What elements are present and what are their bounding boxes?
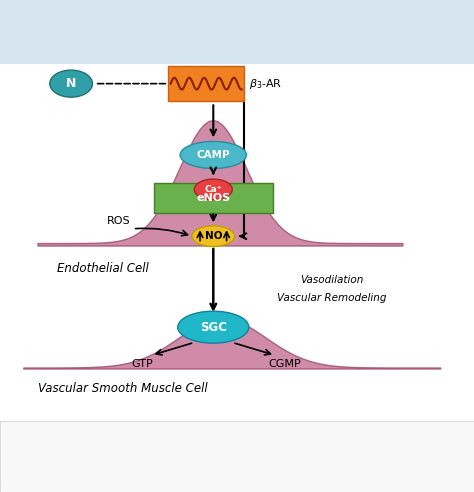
Text: CAMP: CAMP (197, 150, 230, 160)
Text: Vascular Smooth Muscle Cell: Vascular Smooth Muscle Cell (38, 382, 208, 395)
Ellipse shape (194, 179, 232, 200)
Text: NO: NO (205, 231, 222, 241)
Ellipse shape (192, 226, 235, 246)
FancyBboxPatch shape (154, 183, 273, 213)
Text: Endothelial Cell: Endothelial Cell (9, 48, 96, 58)
Text: Ca⁺: Ca⁺ (205, 185, 222, 194)
FancyBboxPatch shape (168, 66, 244, 101)
Ellipse shape (180, 142, 246, 168)
Text: GTP: GTP (131, 359, 153, 369)
Text: monary vasodilation and attenuated vascular remodeling. β3-AR = beta-3-adrenergi: monary vasodilation and attenuated vascu… (9, 448, 376, 457)
Ellipse shape (50, 70, 92, 97)
Text: $\beta_3$-AR: $\beta_3$-AR (249, 77, 283, 91)
Text: Ca = calcium. CAMP = cyclic adenosine monophosphate. CGMP = cyclic guanosine mon: Ca = calcium. CAMP = cyclic adenosine mo… (9, 469, 358, 478)
Text: eNOS: eNOS (196, 193, 230, 203)
Text: N: N (66, 77, 76, 90)
Text: CGMP: CGMP (268, 359, 301, 369)
Text: Effects of the Beta-3-Adrenergic Receptor on the Pulmonary Vascular: Effects of the Beta-3-Adrenergic Recepto… (62, 16, 447, 26)
Polygon shape (38, 121, 403, 246)
Text: Activation of the receptor, i.e., by nebivolol, increases nitric oxide productio: Activation of the receptor, i.e., by neb… (9, 427, 366, 435)
Text: Endothelial Cell: Endothelial Cell (57, 262, 149, 275)
Text: Vasodilation: Vasodilation (300, 276, 364, 285)
Text: SGC: SGC (200, 321, 227, 334)
Ellipse shape (178, 311, 249, 343)
Text: ROS: ROS (107, 216, 130, 226)
Text: FIGURE 1: FIGURE 1 (9, 16, 60, 26)
Text: Vascular Remodeling: Vascular Remodeling (277, 293, 387, 303)
Polygon shape (24, 319, 441, 369)
